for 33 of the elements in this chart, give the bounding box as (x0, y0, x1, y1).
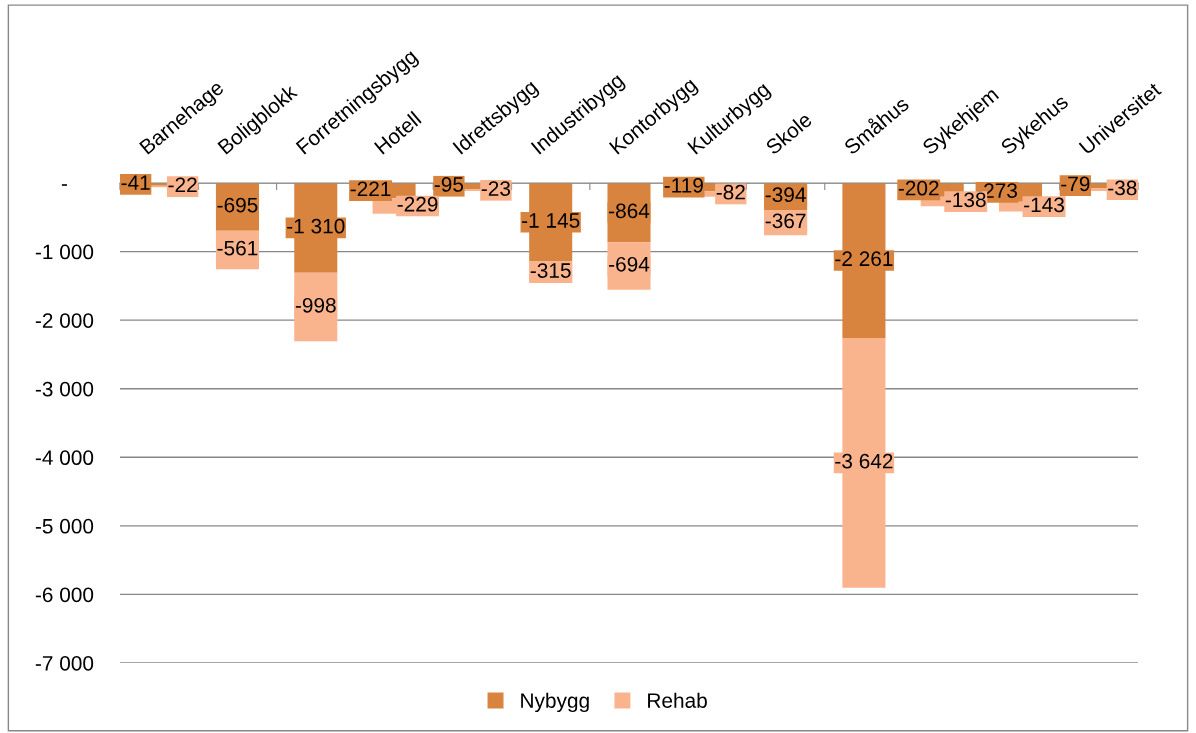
data-label: -2 261 (835, 251, 893, 267)
data-label: -394 (765, 187, 806, 203)
data-label: -864 (609, 203, 650, 219)
data-label: -367 (765, 213, 806, 229)
y-tick-label: -4 000 (35, 450, 94, 466)
data-label: -695 (217, 197, 258, 213)
data-label: -998 (295, 297, 336, 313)
y-tick-label: -3 000 (35, 381, 94, 397)
legend-label: Rehab (648, 692, 707, 708)
y-tick-label: -1 000 (35, 244, 94, 260)
data-label: -1 145 (522, 213, 580, 228)
data-label: -41 (121, 175, 150, 190)
data-label: -3 642 (835, 453, 893, 469)
data-label: -143 (1024, 197, 1064, 213)
legend-label: Nybygg (521, 692, 589, 713)
data-label: -315 (530, 263, 571, 278)
data-label: -1 310 (287, 218, 345, 234)
data-label: -561 (217, 240, 258, 256)
y-tick-label: -5 000 (35, 518, 94, 534)
data-label: -82 (716, 184, 745, 200)
data-label: -38 (1108, 180, 1137, 196)
y-tick-label: - (61, 184, 67, 186)
data-label: -202 (898, 180, 939, 196)
data-label: -79 (1061, 176, 1090, 192)
y-tick-label: -7 000 (35, 656, 94, 671)
y-tick-label: -2 000 (35, 313, 94, 328)
data-label: -119 (664, 177, 703, 193)
data-label: -22 (168, 177, 197, 192)
data-label: -23 (481, 181, 511, 196)
data-label: -694 (609, 256, 650, 272)
y-tick-label: -6 000 (35, 587, 94, 603)
data-label: -95 (434, 177, 464, 192)
data-label: -221 (350, 181, 391, 196)
